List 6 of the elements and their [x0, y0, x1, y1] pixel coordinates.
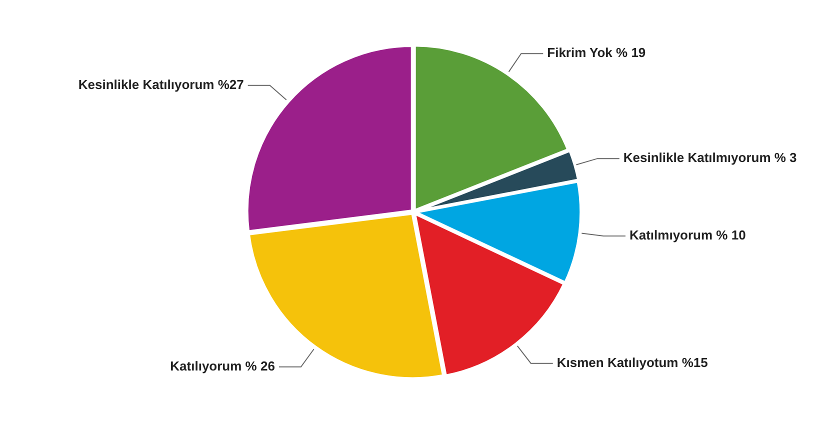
slice-label: Kesinlikle Katılmıyorum % 3	[623, 150, 797, 166]
slice-label: Katılmıyorum % 10	[629, 228, 746, 243]
slice-label: Fikrim Yok % 19	[547, 45, 646, 60]
slice-label: Kısmen Katılıyotum %15	[556, 354, 708, 370]
slice-label: Katılıyorum % 26	[170, 358, 275, 374]
slice-label: Kesinlikle Katılıyorum %27	[78, 76, 244, 92]
